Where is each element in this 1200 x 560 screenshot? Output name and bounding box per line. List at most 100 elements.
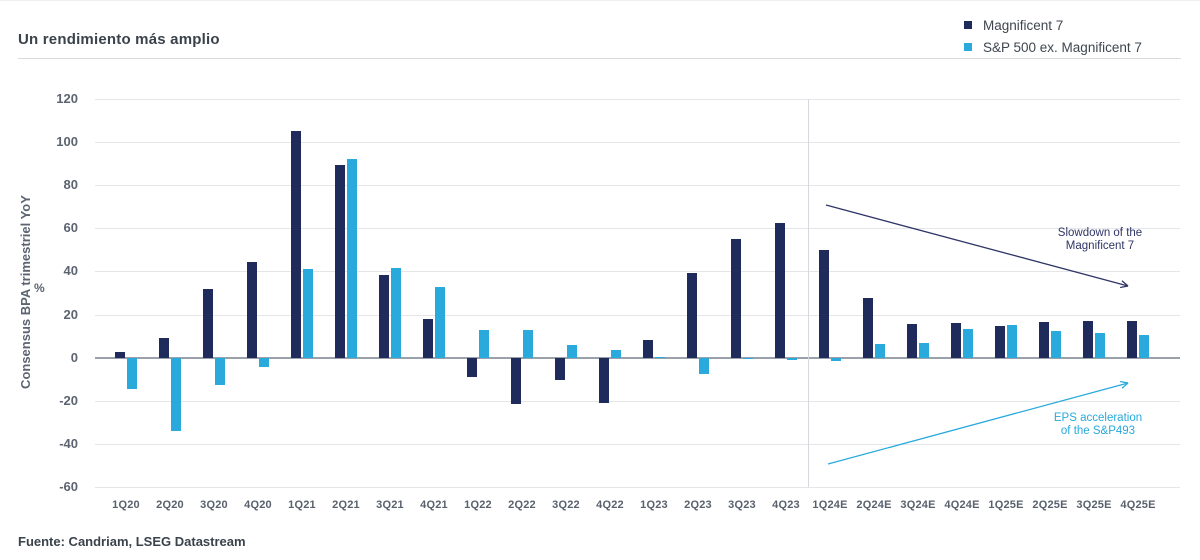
- bar-magnificent-7-2q20: [159, 338, 169, 358]
- bar-sp500-ex-mag7-4q23: [787, 357, 797, 360]
- x-tick-label: 3Q21: [376, 499, 404, 511]
- trend-arrow-0: [1120, 285, 1129, 289]
- bar-magnificent-7-4q23: [775, 222, 785, 358]
- y-tick-label: 20: [63, 306, 78, 322]
- bar-magnificent-7-2q23: [687, 272, 697, 358]
- y-tick-label: -40: [59, 435, 78, 451]
- gridline: [95, 228, 1180, 230]
- source-note: Fuente: Candriam, LSEG Datastream: [18, 534, 246, 549]
- trend-arrow-1: [1121, 382, 1129, 389]
- bar-sp500-ex-mag7-1q23: [655, 356, 665, 358]
- bar-sp500-ex-mag7-2q24e: [875, 343, 885, 358]
- x-tick-label: 3Q22: [552, 499, 580, 511]
- title-divider: [18, 58, 1181, 59]
- bar-magnificent-7-4q20: [247, 261, 257, 358]
- x-tick-label: 2Q24E: [856, 499, 892, 511]
- bar-magnificent-7-2q25e: [1039, 322, 1049, 358]
- x-tick-label: 3Q24E: [900, 499, 936, 511]
- bar-magnificent-7-1q25e: [995, 326, 1005, 358]
- actual-vs-estimate-separator: [808, 99, 809, 487]
- x-tick-label: 1Q21: [288, 499, 316, 511]
- y-tick-label: -60: [59, 479, 78, 494]
- annotation-line: Magnificent 7: [1065, 240, 1135, 252]
- y-tick-label: -20: [59, 392, 78, 408]
- bar-sp500-ex-mag7-4q24e: [963, 328, 973, 358]
- annotation-eps-acceleration-sp493: EPS acceleration of the S&P493: [1033, 412, 1163, 438]
- x-tick-label: 2Q20: [156, 499, 184, 511]
- bar-magnificent-7-2q22: [511, 357, 521, 404]
- chart-title: Un rendimiento más amplio: [18, 31, 220, 48]
- bar-magnificent-7-1q20: [115, 352, 125, 358]
- bar-sp500-ex-mag7-3q21: [391, 268, 401, 358]
- y-tick-label: 40: [63, 263, 78, 279]
- bar-sp500-ex-mag7-2q23: [699, 357, 709, 374]
- bar-sp500-ex-mag7-4q22: [611, 350, 621, 358]
- gridline: [95, 400, 1180, 402]
- y-tick-label: 100: [56, 134, 78, 150]
- bar-sp500-ex-mag7-1q20: [127, 357, 137, 389]
- y-tick-label: 0: [70, 349, 78, 365]
- gridline: [95, 99, 1180, 100]
- y-axis-unit: %: [34, 281, 45, 295]
- legend-label: S&P 500 ex. Magnificent 7: [983, 39, 1142, 55]
- annotation-slowdown-magnificent-7: Slowdown of the Magnificent 7: [1035, 227, 1165, 253]
- bar-sp500-ex-mag7-3q24e: [919, 342, 929, 358]
- x-tick-label: 4Q23: [772, 499, 800, 511]
- bar-magnificent-7-2q21: [335, 164, 345, 358]
- bar-sp500-ex-mag7-1q21: [303, 269, 313, 358]
- bar-sp500-ex-mag7-4q21: [435, 286, 445, 358]
- x-tick-label: 1Q20: [112, 499, 140, 511]
- x-tick-label: 1Q23: [640, 499, 668, 511]
- bar-sp500-ex-mag7-2q20: [171, 357, 181, 431]
- legend: Magnificent 7 S&P 500 ex. Magnificent 7: [964, 14, 1142, 58]
- bar-magnificent-7-4q24e: [951, 323, 961, 358]
- legend-item-magnificent-7: Magnificent 7: [964, 14, 1142, 36]
- bar-sp500-ex-mag7-3q23: [743, 357, 753, 359]
- legend-item-sp500-ex-mag7: S&P 500 ex. Magnificent 7: [964, 36, 1142, 58]
- trend-arrow-1: [1120, 380, 1129, 384]
- legend-swatch-navy-icon: [964, 21, 972, 29]
- gridline: [95, 443, 1180, 445]
- bar-magnificent-7-3q22: [555, 357, 565, 381]
- x-tick-label: 1Q22: [464, 499, 492, 511]
- bar-sp500-ex-mag7-1q22: [479, 329, 489, 358]
- bar-sp500-ex-mag7-4q25e: [1139, 335, 1149, 358]
- bar-magnificent-7-3q24e: [907, 324, 917, 358]
- annotation-line: of the S&P493: [1060, 425, 1136, 437]
- bar-magnificent-7-3q25e: [1083, 321, 1093, 358]
- bar-magnificent-7-3q23: [731, 239, 741, 358]
- bar-magnificent-7-4q25e: [1127, 321, 1137, 358]
- x-tick-label: 3Q23: [728, 499, 756, 511]
- bar-sp500-ex-mag7-2q21: [347, 159, 357, 358]
- bar-sp500-ex-mag7-3q22: [567, 344, 577, 358]
- x-tick-label: 4Q25E: [1120, 499, 1156, 511]
- y-tick-label: 60: [63, 220, 78, 236]
- legend-swatch-blue-icon: [964, 43, 972, 51]
- x-tick-label: 4Q20: [244, 499, 272, 511]
- bar-magnificent-7-1q24e: [819, 249, 829, 358]
- bar-sp500-ex-mag7-1q24e: [831, 357, 841, 361]
- x-tick-label: 4Q21: [420, 499, 448, 511]
- legend-label: Magnificent 7: [983, 17, 1064, 33]
- x-tick-label: 2Q25E: [1032, 499, 1068, 511]
- x-tick-label: 1Q25E: [988, 499, 1024, 511]
- bar-magnificent-7-4q21: [423, 318, 433, 358]
- y-tick-label: 80: [63, 177, 78, 193]
- bar-sp500-ex-mag7-3q25e: [1095, 332, 1105, 358]
- bar-sp500-ex-mag7-1q25e: [1007, 325, 1017, 358]
- gridline: [95, 314, 1180, 316]
- bar-magnificent-7-3q20: [203, 288, 213, 358]
- x-tick-label: 2Q21: [332, 499, 360, 511]
- bar-sp500-ex-mag7-2q22: [523, 329, 533, 358]
- bar-magnificent-7-4q22: [599, 357, 609, 403]
- annotation-line: Slowdown of the: [1057, 227, 1143, 239]
- bar-magnificent-7-2q24e: [863, 298, 873, 358]
- y-tick-label: 120: [56, 91, 78, 106]
- x-tick-label: 2Q22: [508, 499, 536, 511]
- x-tick-label: 2Q23: [684, 499, 712, 511]
- trend-arrow-0: [1121, 280, 1129, 287]
- bar-magnificent-7-1q23: [643, 340, 653, 358]
- bar-magnificent-7-1q22: [467, 357, 477, 378]
